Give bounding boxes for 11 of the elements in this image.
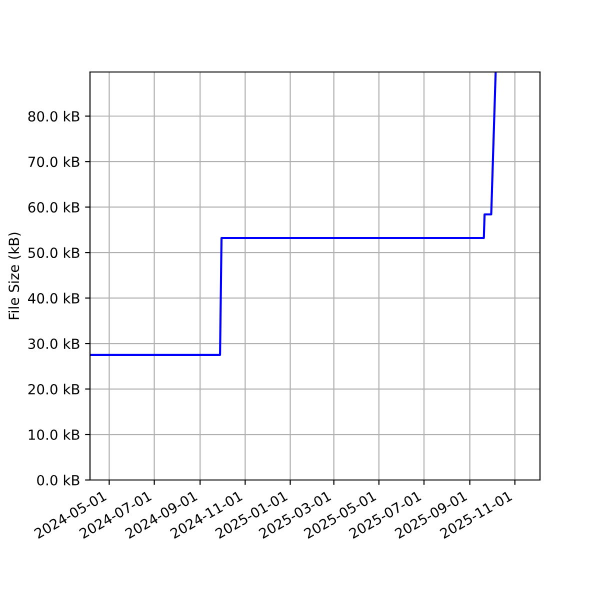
y-tick-label: 60.0 kB [28, 202, 80, 213]
y-tick-label: 10.0 kB [28, 429, 80, 440]
y-tick-label: 40.0 kB [28, 292, 80, 304]
y-tick-label: 30.0 kB [28, 338, 80, 350]
y-axis-title: File Size (kB) [8, 232, 21, 320]
line-series [90, 72, 497, 356]
y-tick-label: 20.0 kB [28, 384, 80, 395]
y-tick-label: 50.0 kB [28, 247, 80, 258]
y-tick-label: 80.0 kB [28, 110, 80, 122]
y-tick-label: 0.0 kB [37, 474, 80, 486]
y-tick-label: 70.0 kB [28, 156, 80, 168]
